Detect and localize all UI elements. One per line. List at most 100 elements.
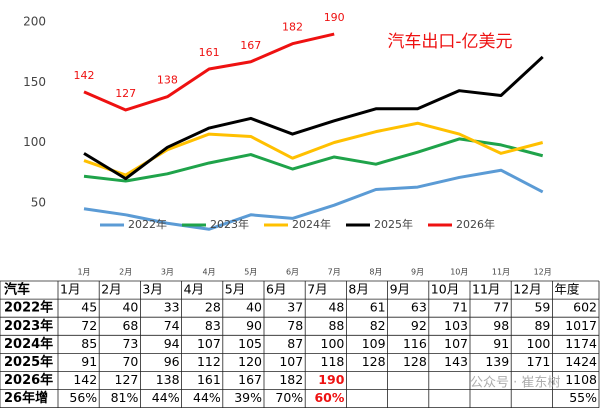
table-cell: 143 [444, 354, 468, 369]
table-cell: 107 [197, 336, 221, 351]
table-cell: 44% [152, 390, 180, 405]
table-cell: 107 [444, 336, 468, 351]
x-tick-label: 8月 [369, 268, 382, 277]
table-cell: 89 [534, 318, 550, 333]
table-cell: 37 [287, 300, 303, 315]
table-cell: 2023年 [4, 318, 53, 334]
table-cell: 5月 [225, 282, 245, 297]
series-line [83, 168, 544, 231]
table-cell: 2025年 [4, 354, 53, 370]
table-cell: 103 [444, 318, 468, 333]
table-cell: 63 [411, 300, 427, 315]
table-cell: 70 [122, 354, 138, 369]
x-tick-label: 1月 [77, 268, 90, 277]
table-cell: 1174 [565, 336, 597, 351]
legend-label: 2023年 [210, 217, 249, 231]
x-tick-label: 12月 [534, 268, 552, 277]
y-tick-label: 200 [23, 15, 46, 29]
table-cell: 12月 [513, 282, 541, 297]
table-cell: 33 [164, 300, 180, 315]
table-cell: 1108 [565, 372, 597, 387]
table-cell: 汽车 [4, 282, 30, 298]
table-cell: 142 [73, 372, 97, 387]
table-cell: 2026年 [4, 372, 53, 388]
table-cell: 167 [238, 372, 262, 387]
watermark: 公众号 · 崔东树 [470, 375, 560, 391]
legend-label: 2026年 [456, 217, 495, 231]
table-cell: 40 [246, 300, 262, 315]
table-cell: 85 [81, 336, 97, 351]
table-cell: 26年增 [4, 390, 48, 406]
x-tick-label: 4月 [203, 268, 216, 277]
table-cell: 138 [156, 372, 180, 387]
table-cell: 161 [197, 372, 221, 387]
table-cell: 92 [411, 318, 427, 333]
x-tick-label: 9月 [411, 268, 424, 277]
legend-label: 2025年 [374, 217, 413, 231]
legend-label: 2022年 [128, 217, 167, 231]
table-cell: 190 [318, 372, 344, 387]
table-cell: 107 [279, 354, 303, 369]
x-tick-label: 7月 [328, 268, 341, 277]
table-cell: 4月 [184, 282, 204, 297]
table-cell: 73 [122, 336, 138, 351]
table-cell: 91 [493, 336, 509, 351]
table-cell: 9月 [390, 282, 410, 297]
table-cell: 127 [115, 372, 139, 387]
x-tick-label: 2月 [119, 268, 132, 277]
table-cell: 1月 [60, 282, 80, 297]
y-tick-label: 150 [23, 75, 46, 89]
table-cell: 105 [238, 336, 262, 351]
table-cell: 39% [234, 390, 262, 405]
table-cell: 61 [370, 300, 386, 315]
table-cell: 45 [81, 300, 97, 315]
table-cell: 78 [287, 318, 303, 333]
table-cell: 88 [328, 318, 344, 333]
table-cell: 56% [69, 390, 97, 405]
data-label: 167 [240, 39, 261, 52]
legend-label: 2024年 [292, 217, 331, 231]
table-cell: 128 [403, 354, 427, 369]
x-tick-label: 11月 [492, 268, 510, 277]
y-tick-label: 100 [23, 135, 46, 149]
table-cell: 48 [328, 300, 344, 315]
table-cell: 年度 [554, 282, 580, 297]
data-label: 182 [282, 21, 303, 34]
table-cell: 118 [321, 354, 345, 369]
table-cell: 71 [452, 300, 468, 315]
table-cell: 96 [164, 354, 180, 369]
table-cell: 139 [485, 354, 509, 369]
data-label: 127 [115, 87, 136, 100]
table-cell: 8月 [348, 282, 368, 297]
x-tick-label: 5月 [244, 268, 257, 277]
table-cell: 28 [205, 300, 221, 315]
table-cell: 68 [122, 318, 138, 333]
table-cell: 77 [493, 300, 509, 315]
table-cell: 2022年 [4, 300, 53, 316]
table-cell: 60% [314, 390, 344, 405]
data-label: 142 [74, 69, 95, 82]
data-label: 161 [199, 46, 220, 59]
x-tick-label: 6月 [286, 268, 299, 277]
x-tick-label: 10月 [450, 268, 468, 277]
table-cell: 2月 [101, 282, 121, 297]
series-line [83, 32, 335, 112]
table-cell: 83 [205, 318, 221, 333]
table-cell: 602 [573, 300, 597, 315]
table-cell: 3月 [142, 282, 162, 297]
table-cell: 2024年 [4, 336, 53, 352]
data-label: 138 [157, 74, 178, 87]
table-cell: 82 [370, 318, 386, 333]
table-cell: 55% [569, 390, 597, 405]
table-cell: 44% [193, 390, 221, 405]
table-cell: 6月 [266, 282, 286, 297]
table-cell: 171 [527, 354, 551, 369]
table-cell: 10月 [431, 282, 459, 297]
table-cell: 90 [246, 318, 262, 333]
table-cell: 91 [81, 354, 97, 369]
table-cell: 72 [81, 318, 97, 333]
table-cell: 1017 [565, 318, 597, 333]
series-line [83, 55, 544, 181]
table-cell: 1424 [565, 354, 597, 369]
